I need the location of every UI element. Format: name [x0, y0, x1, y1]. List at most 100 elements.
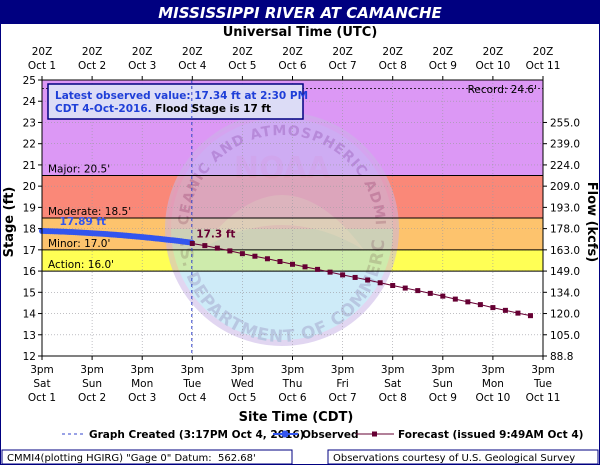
- right-tick-label: 193.0: [550, 202, 580, 214]
- legend-observed-label: Observed: [302, 429, 358, 441]
- bottom-tick-date: Oct 1: [28, 392, 56, 404]
- bottom-tick-hour: 3pm: [431, 364, 455, 376]
- forecast-point: [315, 266, 321, 272]
- bottom-tick-date: Oct 4: [178, 392, 206, 404]
- legend-forecast-label: Forecast (issued 9:49AM Oct 4): [398, 429, 583, 441]
- top-tick-date: Oct 6: [278, 60, 306, 72]
- footer-left-text: CMMI4(plotting HGIRG) "Gage 0" Datum: 56…: [7, 453, 256, 464]
- chart-title: MISSISSIPPI RIVER AT CAMANCHE: [158, 4, 442, 22]
- left-tick-label: 24: [23, 96, 37, 108]
- left-tick-label: 13: [23, 330, 36, 342]
- forecast-point: [227, 248, 233, 254]
- left-axis-ticks: 12 13 14 15 16 17 18 19 20 21 22 23 24 25: [23, 75, 42, 363]
- bottom-tick-day: Sat: [33, 378, 50, 390]
- forecast-point: [427, 290, 433, 296]
- top-tick-date: Oct 8: [379, 60, 407, 72]
- record-label: Record: 24.6': [468, 84, 537, 96]
- info-box-line2-flood: Flood Stage is 17 ft: [152, 103, 271, 115]
- bottom-tick-hour: 3pm: [80, 364, 104, 376]
- forecast-point: [390, 283, 396, 289]
- top-tick-hour: 20Z: [232, 46, 253, 58]
- label-moderate: Moderate: 18.5': [48, 206, 131, 218]
- forecast-point: [515, 310, 521, 316]
- info-box-line2-date: CDT 4-Oct-2016.: [55, 103, 152, 115]
- bottom-tick-day: Tue: [182, 378, 201, 390]
- plot-grid: [42, 80, 543, 356]
- bottom-tick-hour: 3pm: [481, 364, 505, 376]
- bottom-tick-day: Wed: [231, 378, 254, 390]
- bottom-tick-day: Sat: [384, 378, 401, 390]
- bottom-tick-date: Oct 3: [128, 392, 156, 404]
- info-box: [47, 83, 304, 120]
- bottom-tick-day: Tue: [533, 378, 552, 390]
- bottom-tick-date: Oct 8: [379, 392, 407, 404]
- bottom-tick-day: Fri: [336, 378, 349, 390]
- left-tick-label: 18: [23, 224, 36, 236]
- bottom-tick-hour: 3pm: [231, 364, 255, 376]
- right-tick-label: 239.0: [550, 139, 580, 151]
- forecast-point: [502, 307, 508, 313]
- left-tick-label: 16: [23, 266, 37, 278]
- forecast-point: [340, 272, 346, 278]
- forecast-point: [264, 256, 270, 262]
- top-tick-hour: 20Z: [32, 46, 53, 58]
- forecast-point: [477, 302, 483, 308]
- watermark-blue-disc: [168, 115, 396, 343]
- top-tick-date: Oct 3: [128, 60, 156, 72]
- left-tick-label: 21: [23, 160, 36, 172]
- forecast-point: [290, 261, 295, 267]
- right-tick-label: 224.0: [550, 160, 580, 172]
- right-tick-label: 105.0: [550, 330, 580, 342]
- top-tick-date: Oct 10: [475, 60, 510, 72]
- forecast-point: [490, 305, 496, 311]
- legend-forecast-marker: [372, 431, 377, 437]
- right-tick-label: 149.0: [550, 266, 580, 278]
- forecast-point: [365, 277, 371, 283]
- forecast-value-label: 17.3 ft: [196, 228, 235, 240]
- bottom-tick-day: Sun: [433, 378, 453, 390]
- bottom-tick-hour: 3pm: [531, 364, 555, 376]
- left-tick-label: 15: [23, 287, 36, 299]
- forecast-point: [252, 253, 258, 259]
- top-tick-hour: 20Z: [282, 46, 303, 58]
- forecast-point: [352, 274, 358, 280]
- bottom-tick-date: Oct 9: [429, 392, 457, 404]
- forecast-point: [440, 293, 446, 299]
- top-tick-hour: 20Z: [132, 46, 153, 58]
- bottom-axis-ticks: 3pm Sat Oct 1 3pm Sun Oct 2 3pm Mon Oct 3 3pm Tue O…: [28, 356, 561, 404]
- top-tick-hour: 20Z: [533, 46, 554, 58]
- right-tick-label: 255.0: [550, 117, 580, 129]
- right-tick-label: 134.0: [550, 287, 580, 299]
- top-tick-hour: 20Z: [433, 46, 454, 58]
- bottom-tick-hour: 3pm: [130, 364, 154, 376]
- top-tick-date: Oct 1: [28, 60, 56, 72]
- bottom-tick-date: Oct 6: [278, 392, 306, 404]
- forecast-point: [327, 269, 333, 275]
- watermark-gull-shape: [200, 195, 364, 250]
- right-tick-label: 88.8: [550, 351, 573, 363]
- bottom-tick-hour: 3pm: [181, 364, 205, 376]
- forecast-point: [402, 285, 408, 291]
- right-tick-label: 209.0: [550, 181, 580, 193]
- label-action: Action: 16.0': [48, 259, 114, 271]
- right-axis-ticks: 88.8 105.0 120.0 134.0 149.0 163.0 178.0 193.0 2…: [543, 117, 580, 363]
- left-tick-label: 20: [23, 181, 36, 193]
- label-minor: Minor: 17.0': [48, 238, 110, 250]
- top-tick-date: Oct 5: [228, 60, 256, 72]
- forecast-point: [452, 296, 458, 302]
- top-tick-hour: 20Z: [382, 46, 403, 58]
- info-box-line1: Latest observed value: 17.34 ft at 2:30 …: [55, 90, 308, 102]
- right-axis-title: Flow (kcfs): [584, 182, 599, 262]
- bottom-tick-date: Oct 11: [526, 392, 561, 404]
- bottom-tick-day: Sun: [82, 378, 102, 390]
- bottom-tick-hour: 3pm: [331, 364, 355, 376]
- bottom-tick-date: Oct 7: [329, 392, 357, 404]
- footer-right-text: Observations courtesy of U.S. Geological…: [333, 453, 575, 464]
- left-tick-label: 12: [23, 351, 36, 363]
- top-tick-date: Oct 4: [178, 60, 206, 72]
- top-tick-hour: 20Z: [182, 46, 203, 58]
- left-tick-label: 14: [23, 309, 37, 321]
- legend-observed-marker: [281, 430, 289, 438]
- top-tick-date: Oct 7: [329, 60, 357, 72]
